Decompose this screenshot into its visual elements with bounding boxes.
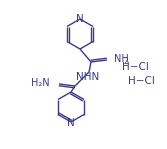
Text: 2: 2 (124, 57, 128, 66)
Text: NHN: NHN (76, 72, 100, 82)
Text: N: N (76, 14, 84, 24)
Text: H−Cl: H−Cl (122, 62, 149, 72)
Text: H−Cl: H−Cl (128, 76, 155, 86)
Text: NH: NH (114, 55, 129, 65)
Text: N: N (67, 118, 75, 128)
Text: H₂N: H₂N (31, 79, 50, 89)
